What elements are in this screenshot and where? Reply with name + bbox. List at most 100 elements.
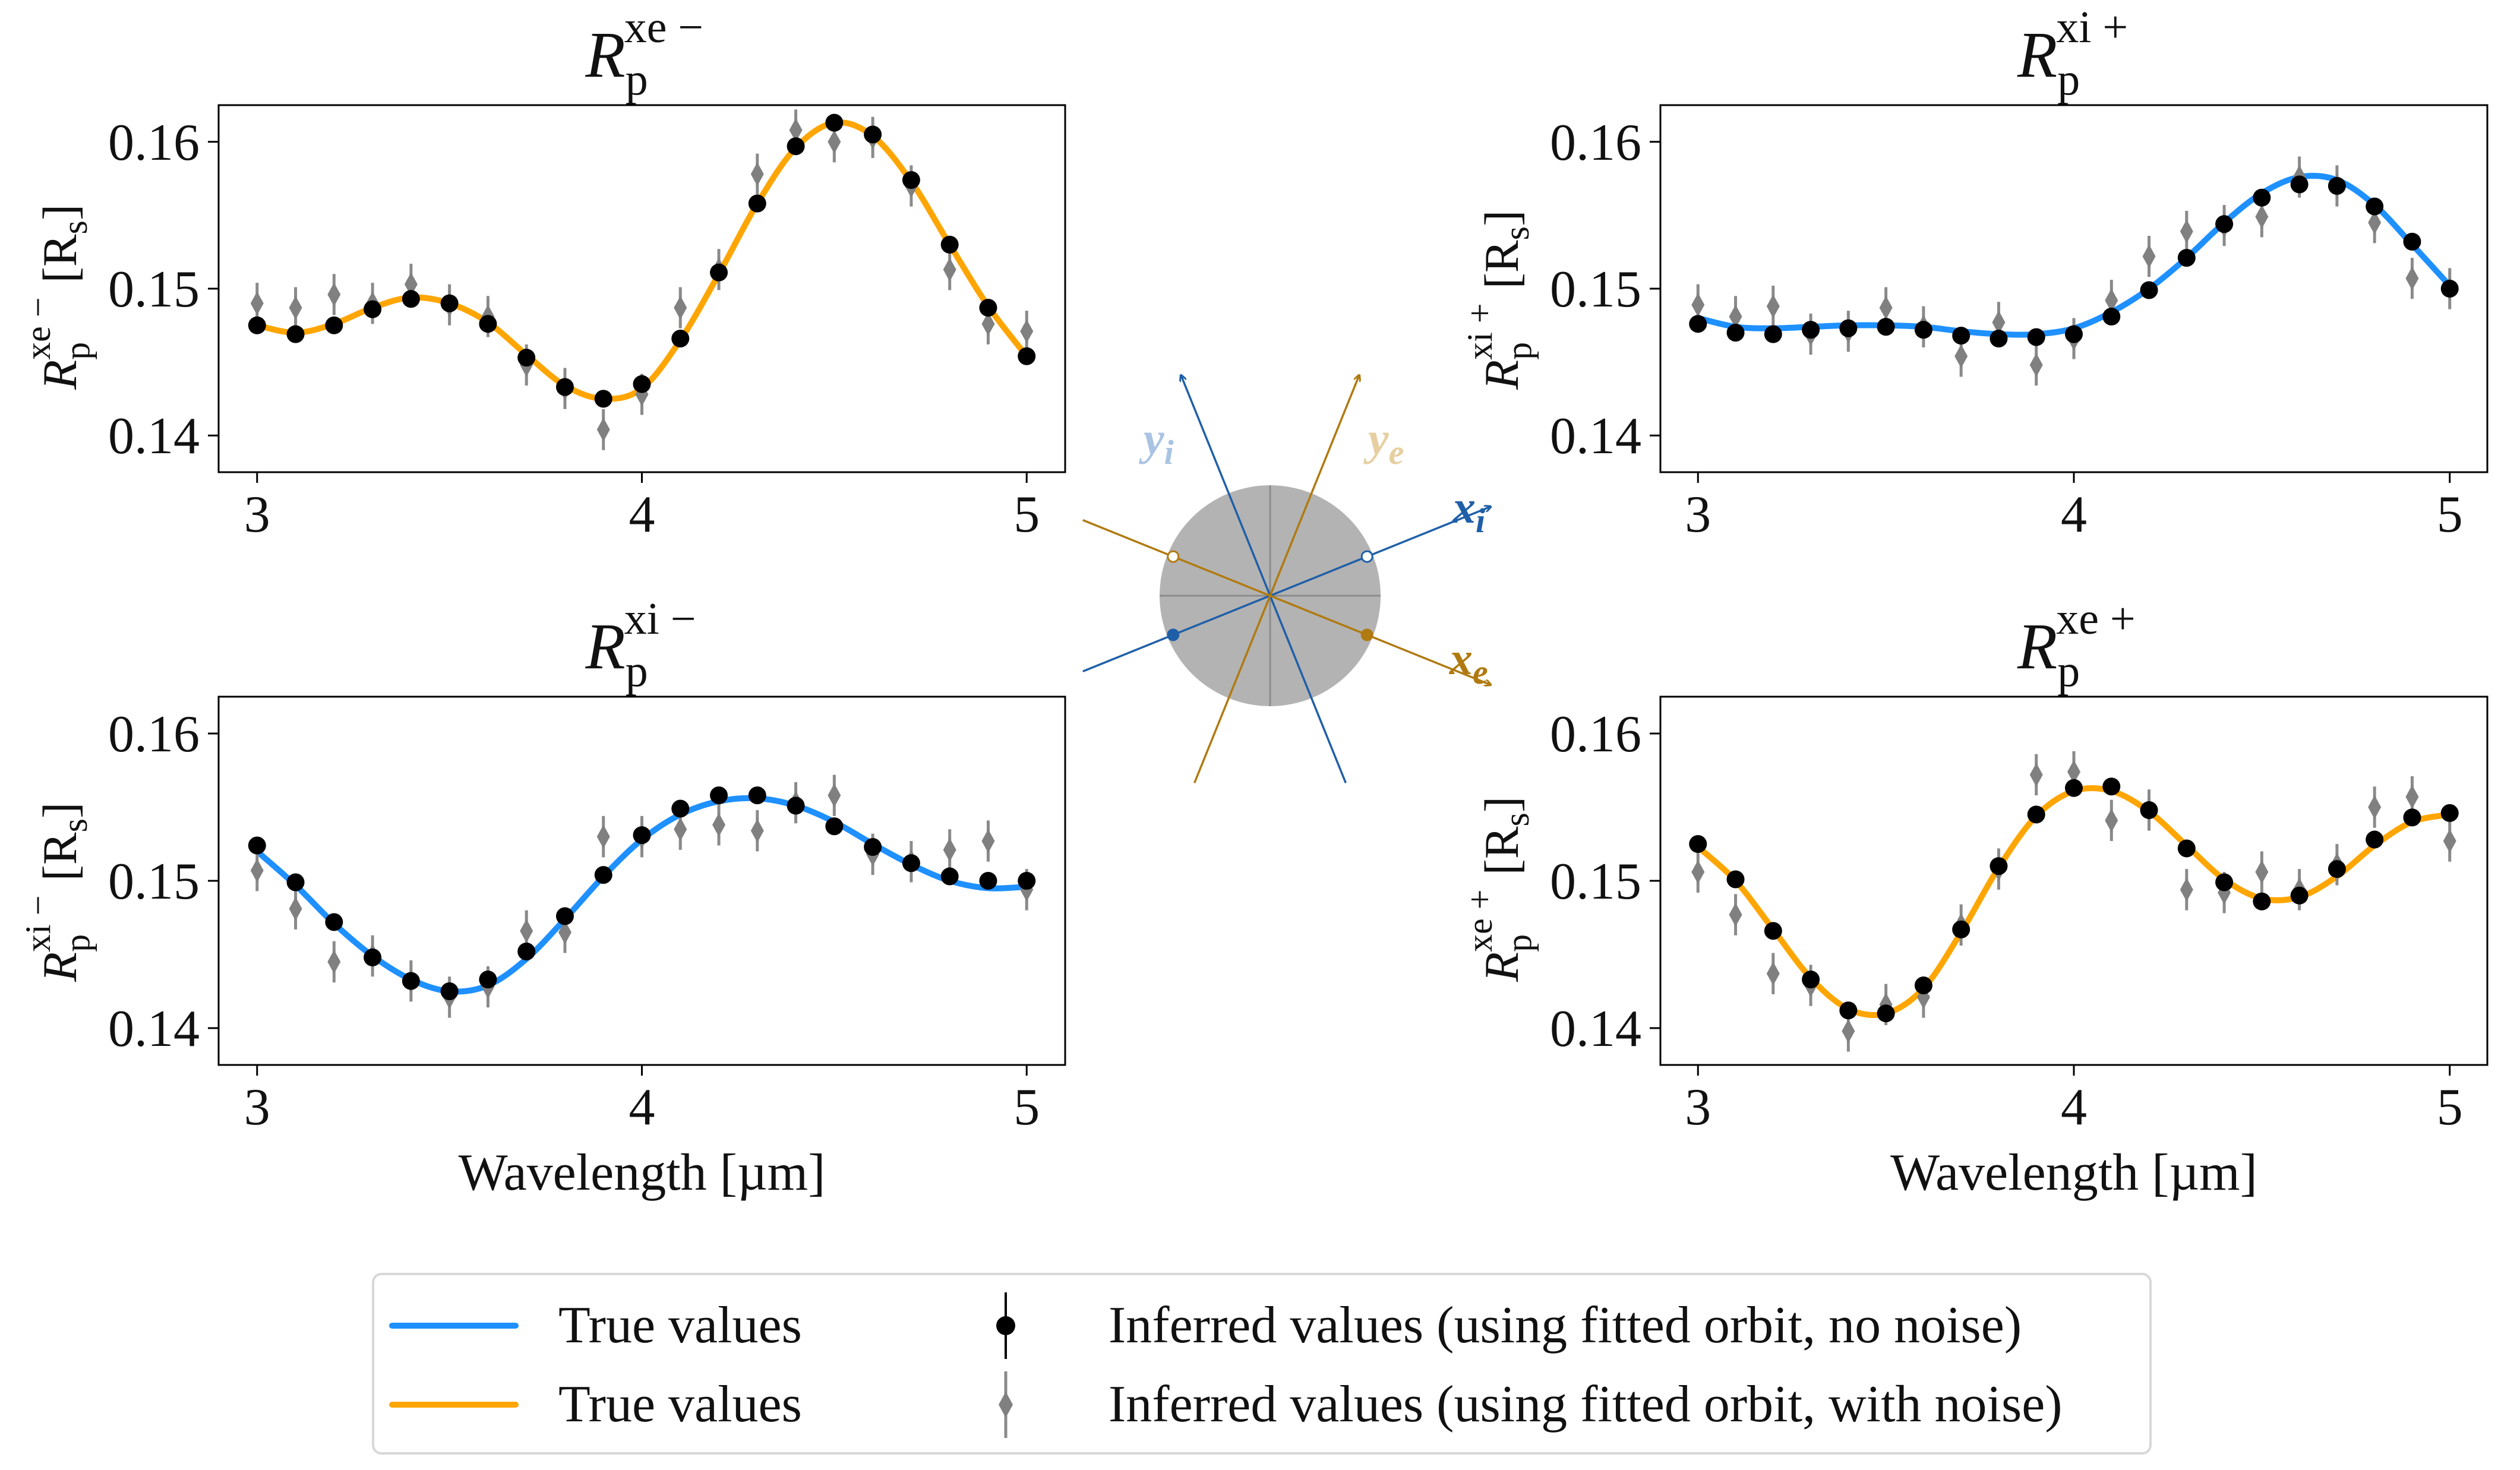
nonoise-point <box>825 113 844 132</box>
noise-point <box>1954 344 1968 368</box>
axes-frame <box>217 696 1066 1066</box>
y-tick-label: 0.14 <box>108 1000 200 1058</box>
x-tick-label: 4 <box>2061 1079 2087 1136</box>
ylabel-units-close: ] <box>33 204 87 220</box>
nonoise-point <box>1018 347 1036 365</box>
label-y-e-main: y <box>1363 413 1389 464</box>
nonoise-point <box>2140 801 2158 819</box>
nonoise-point <box>1726 870 1745 889</box>
nonoise-point <box>1839 1001 1858 1020</box>
nonoise-point <box>1764 922 1782 940</box>
title-sup: xi − <box>624 594 696 644</box>
ylabel-units-close: ] <box>1474 210 1529 226</box>
x-tick-label: 5 <box>2437 486 2463 543</box>
noise-point <box>2443 829 2456 853</box>
nonoise-point <box>940 235 959 254</box>
nonoise-point <box>902 854 920 872</box>
y-axis-label: Rpxe − [Rs] <box>18 204 97 390</box>
ylabel-units-close: ] <box>33 802 87 818</box>
legend: True values True values Inferred values (u… <box>372 1273 2152 1455</box>
ylabel-units: [R <box>33 234 87 283</box>
ylabel-main: R <box>1474 360 1529 390</box>
nonoise-point <box>2290 886 2309 905</box>
nonoise-point <box>2253 892 2271 911</box>
nonoise-point <box>633 826 651 845</box>
noise-point <box>1992 310 2006 334</box>
panel-title: Rpxe + <box>2017 594 2136 696</box>
y-i-axis <box>1181 375 1347 783</box>
nonoise-point <box>402 972 420 990</box>
nonoise-point <box>671 799 690 818</box>
ylabel-units-sub: s <box>1497 813 1536 826</box>
nonoise-point <box>440 294 459 312</box>
nonoise-point <box>1802 321 1820 339</box>
y-tick-label: 0.16 <box>1550 706 1641 763</box>
noise-point <box>1020 319 1034 343</box>
x-tick-label: 3 <box>244 486 270 543</box>
label-x-i-sub: i <box>1476 501 1485 540</box>
ylabel-sub: p <box>1499 342 1539 360</box>
y-tick-label: 0.16 <box>1550 114 1641 172</box>
ylabel-sub: p <box>58 342 97 360</box>
nonoise-point <box>2102 777 2121 796</box>
noise-point <box>2142 244 2156 268</box>
nonoise-point <box>2102 307 2121 325</box>
noise-point <box>1766 294 1780 318</box>
noise-point <box>250 858 264 883</box>
noise-point <box>712 813 726 837</box>
noise-point <box>828 783 841 808</box>
title-sub: p <box>2057 646 2080 696</box>
x-axis-label: Wavelength [µm] <box>459 1144 826 1202</box>
nonoise-point <box>748 786 766 805</box>
ylabel-units: [R <box>33 832 87 881</box>
nonoise-point <box>902 171 920 189</box>
noise-point <box>674 817 687 842</box>
y-axis-label: Rpxi + [Rs] <box>1460 210 1539 390</box>
label-x-e: xe <box>1449 633 1488 691</box>
noise-point <box>2180 877 2193 902</box>
x-tick-label: 3 <box>244 1079 270 1136</box>
title-main: R <box>585 610 626 682</box>
y-tick-label: 0.16 <box>108 114 200 172</box>
noise-point <box>289 296 302 320</box>
limb-point-e-minus <box>1167 550 1180 563</box>
nonoise-point <box>2027 805 2045 824</box>
noise-point <box>1691 860 1705 884</box>
legend-label: Inferred values (using fitted orbit, no … <box>1109 1297 2022 1354</box>
panel-title: Rpxi + <box>2017 2 2128 105</box>
nonoise-point <box>787 796 805 815</box>
y-axis-label: Rpxi − [Rs] <box>18 802 97 982</box>
title-sub: p <box>626 646 648 696</box>
legend-nonoise-marker <box>996 1316 1015 1335</box>
ylabel-units: [R <box>1474 826 1529 875</box>
nonoise-point <box>364 948 382 966</box>
x-axis-label: Wavelength [µm] <box>1890 1144 2257 1202</box>
y-e-axis <box>1193 375 1359 783</box>
ylabel-sup: xe + <box>1460 889 1499 951</box>
x-i-axis <box>1082 507 1490 672</box>
nonoise-point <box>1914 976 1932 995</box>
title-main: R <box>2017 18 2057 91</box>
ylabel-sup: xe − <box>18 297 58 359</box>
noise-point <box>2105 288 2118 312</box>
label-y-i: yi <box>1139 413 1174 472</box>
nonoise-point <box>2366 197 2384 216</box>
x-tick-label: 4 <box>2061 486 2087 543</box>
ylabel-sub: p <box>58 934 97 952</box>
noise-point <box>1691 293 1705 317</box>
nonoise-point <box>2328 860 2346 878</box>
nonoise-point <box>864 837 882 856</box>
panel-title: Rpxe − <box>585 2 704 105</box>
ylabel-sup: xi − <box>18 895 58 952</box>
nonoise-point <box>479 970 497 989</box>
nonoise-point <box>633 375 651 393</box>
y-tick-label: 0.15 <box>108 853 200 911</box>
noise-point <box>750 818 764 843</box>
nonoise-point <box>2440 804 2459 822</box>
label-x-i: xi <box>1452 481 1485 540</box>
noise-point <box>981 829 995 853</box>
nonoise-point <box>2140 281 2158 299</box>
nonoise-point <box>1802 970 1820 989</box>
